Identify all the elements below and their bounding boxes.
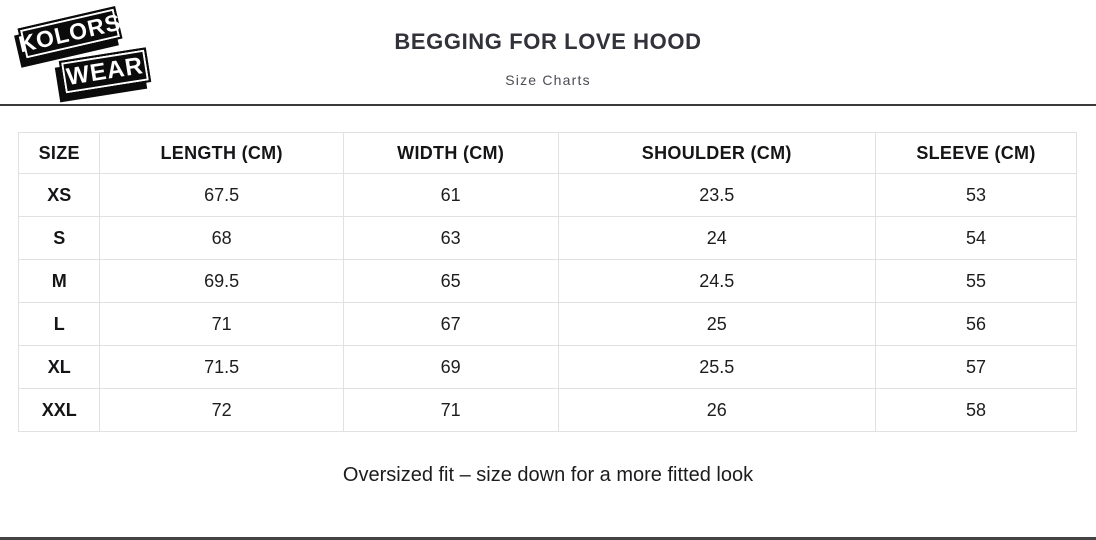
size-label: M	[17, 259, 101, 303]
width-value: 67	[342, 302, 559, 346]
table-row-xl: XL 71.5 69 25.5 57	[17, 345, 1078, 389]
length-value: 68	[99, 216, 344, 260]
table-row-xs: XS 67.5 61 23.5 53	[17, 173, 1078, 217]
table-row-s: S 68 63 24 54	[17, 216, 1078, 260]
sleeve-value: 53	[874, 173, 1078, 217]
size-label: XXL	[17, 388, 101, 432]
sleeve-value: 54	[874, 216, 1078, 260]
shoulder-value: 24	[557, 216, 876, 260]
width-value: 71	[342, 388, 559, 432]
sleeve-value: 57	[874, 345, 1078, 389]
table-row-xxl: XXL 72 71 26 58	[17, 388, 1078, 432]
table-row-l: L 71 67 25 56	[17, 302, 1078, 346]
length-value: 69.5	[99, 259, 344, 303]
length-value: 71	[99, 302, 344, 346]
table-header-row: SIZE LENGTH (CM) WIDTH (CM) SHOULDER (CM…	[17, 132, 1078, 174]
brand-logo: KOLORS WEAR	[14, 4, 154, 102]
shoulder-value: 24.5	[557, 259, 876, 303]
length-value: 67.5	[99, 173, 344, 217]
width-value: 69	[342, 345, 559, 389]
shoulder-value: 26	[557, 388, 876, 432]
fit-note: Oversized fit – size down for a more fit…	[342, 464, 754, 486]
length-value: 71.5	[99, 345, 344, 389]
sleeve-value: 55	[874, 259, 1078, 303]
column-header-sleeve: SLEEVE (CM)	[874, 132, 1078, 174]
title-block: BEGGING FOR LOVE HOOD Size Charts	[0, 0, 1096, 88]
column-header-width: WIDTH (CM)	[342, 132, 559, 174]
size-chart-table: SIZE LENGTH (CM) WIDTH (CM) SHOULDER (CM…	[17, 132, 1078, 432]
shoulder-value: 25.5	[557, 345, 876, 389]
width-value: 61	[342, 173, 559, 217]
size-label: XL	[17, 345, 101, 389]
column-header-length: LENGTH (CM)	[99, 132, 344, 174]
column-header-size: SIZE	[17, 132, 101, 174]
page-header: KOLORS WEAR BEGGING FOR LOVE HOOD Size C…	[0, 0, 1096, 106]
sleeve-value: 56	[874, 302, 1078, 346]
size-label: S	[17, 216, 101, 260]
sleeve-value: 58	[874, 388, 1078, 432]
size-label: L	[17, 302, 101, 346]
brand-logo-text-wear: WEAR	[64, 51, 146, 91]
width-value: 65	[342, 259, 559, 303]
column-header-shoulder: SHOULDER (CM)	[557, 132, 876, 174]
brand-logo-text-kolors: KOLORS	[16, 8, 124, 58]
brand-logo-banner-bottom: WEAR	[58, 47, 152, 96]
page-subtitle: Size Charts	[505, 72, 591, 88]
length-value: 72	[99, 388, 344, 432]
shoulder-value: 23.5	[557, 173, 876, 217]
bottom-divider	[0, 537, 1096, 540]
table-row-m: M 69.5 65 24.5 55	[17, 259, 1078, 303]
width-value: 63	[342, 216, 559, 260]
shoulder-value: 25	[557, 302, 876, 346]
size-label: XS	[17, 173, 101, 217]
page-title: BEGGING FOR LOVE HOOD	[394, 29, 702, 54]
